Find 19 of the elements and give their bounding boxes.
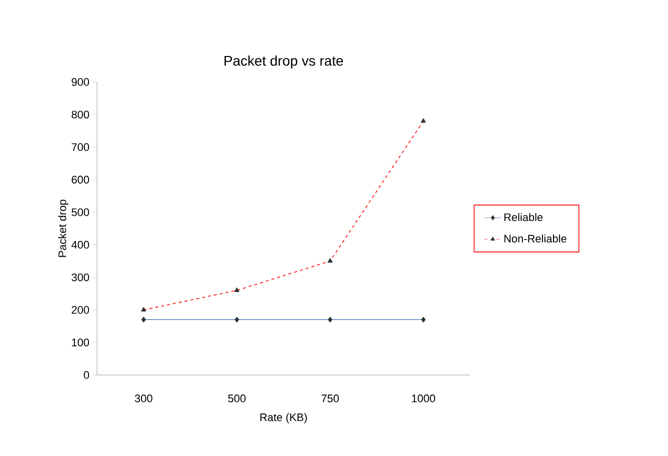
x-tick-label: 300 <box>134 394 152 402</box>
y-tick-label: 300 <box>72 273 90 282</box>
y-tick-label: 600 <box>72 176 90 184</box>
x-tick-label: 500 <box>228 394 246 402</box>
y-tick-label: 700 <box>72 143 90 151</box>
legend-label: Non-Reliable <box>504 234 566 243</box>
x-axis-title: Rate (KB) <box>260 413 307 424</box>
y-tick-label: 200 <box>72 306 90 314</box>
x-tick-label: 1000 <box>412 394 436 402</box>
y-tick-label: 900 <box>72 78 90 86</box>
y-axis-title: Packet drop <box>58 200 68 257</box>
y-tick-label: 800 <box>72 110 90 118</box>
y-tick-label: 500 <box>72 208 90 216</box>
x-tick-label: 750 <box>322 394 339 402</box>
legend-label: Reliable <box>504 213 543 222</box>
chart-title: Packet drop vs rate <box>224 56 343 69</box>
y-tick-label: 100 <box>72 338 90 346</box>
y-tick-label: 400 <box>71 240 90 249</box>
y-tick-label: 0 <box>84 371 90 379</box>
